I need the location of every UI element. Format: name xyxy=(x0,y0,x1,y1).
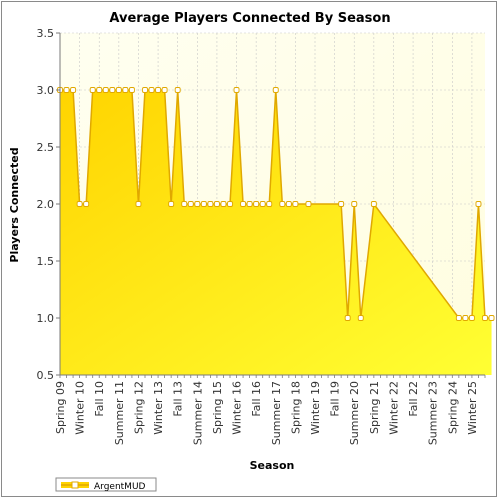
data-point xyxy=(70,87,77,93)
x-tick-label: Fall 13 xyxy=(172,381,185,417)
data-point xyxy=(135,201,142,207)
x-tick-label: Fall 16 xyxy=(250,381,263,417)
data-point xyxy=(76,201,83,207)
x-tick-label: Fall 22 xyxy=(407,381,420,417)
data-point xyxy=(292,201,299,207)
data-point xyxy=(233,87,240,93)
x-tick-label: Summer 17 xyxy=(270,381,283,445)
y-tick-label: 3.5 xyxy=(37,27,55,40)
x-tick-label: Summer 14 xyxy=(191,381,204,445)
data-point xyxy=(187,201,194,207)
data-point xyxy=(488,315,495,321)
x-tick-label: Spring 21 xyxy=(368,381,381,434)
data-point xyxy=(142,87,148,93)
x-tick-label: Spring 24 xyxy=(446,381,459,434)
data-point xyxy=(109,87,116,93)
x-axis-label: Season xyxy=(250,459,295,472)
data-point xyxy=(83,201,90,207)
series-markers xyxy=(57,87,495,321)
x-tick-label: Fall 10 xyxy=(93,381,106,417)
data-point xyxy=(200,201,207,207)
data-point xyxy=(227,201,233,207)
x-tick-label: Winter 10 xyxy=(74,381,87,435)
y-tick-label: 3.0 xyxy=(37,84,55,97)
data-point xyxy=(122,87,129,93)
data-point xyxy=(89,87,96,93)
data-point xyxy=(115,87,122,93)
data-point xyxy=(213,201,220,207)
x-tick-label: Winter 19 xyxy=(309,381,322,435)
x-tick-label: Spring 12 xyxy=(132,381,145,434)
data-point xyxy=(253,201,260,207)
data-point xyxy=(174,87,181,93)
x-tick-label: Summer 11 xyxy=(113,381,126,445)
data-point xyxy=(246,201,253,207)
data-point xyxy=(455,315,462,321)
data-point xyxy=(63,87,70,93)
y-tick-label: 1.0 xyxy=(37,312,55,325)
legend-marker xyxy=(71,481,79,489)
data-point xyxy=(468,315,475,321)
x-tick-label: Winter 25 xyxy=(466,381,479,435)
data-point xyxy=(370,201,377,207)
data-point xyxy=(272,87,279,93)
data-point xyxy=(161,87,168,93)
data-point xyxy=(128,87,135,93)
chart-title: Average Players Connected By Season xyxy=(109,11,390,26)
x-tick-label: Spring 18 xyxy=(289,381,302,434)
data-point xyxy=(181,201,188,207)
legend-label: ArgentMUD xyxy=(94,482,146,492)
x-tick-label: Fall 19 xyxy=(329,381,342,417)
data-point xyxy=(266,201,273,207)
data-point xyxy=(194,201,201,207)
data-point xyxy=(155,87,162,93)
y-tick-label: 1.5 xyxy=(37,255,55,268)
x-tick-label: Winter 22 xyxy=(387,381,400,435)
data-point xyxy=(102,87,109,93)
data-point xyxy=(207,201,214,207)
x-tick-label: Summer 23 xyxy=(427,381,440,445)
x-tick-label: Winter 13 xyxy=(152,381,165,435)
data-point xyxy=(279,201,286,207)
data-point xyxy=(338,201,345,207)
x-tick-label: Spring 15 xyxy=(211,381,224,434)
x-tick-label: Winter 16 xyxy=(231,381,244,435)
y-tick-label: 0.5 xyxy=(37,369,55,382)
y-tick-label: 2.0 xyxy=(37,198,55,211)
y-tick-label: 2.5 xyxy=(37,141,55,154)
x-tick-label: Summer 20 xyxy=(348,381,361,445)
data-point xyxy=(351,201,358,207)
data-point xyxy=(96,87,103,93)
y-axis-label: Players Connected xyxy=(8,147,21,262)
data-point xyxy=(305,201,312,207)
data-point xyxy=(482,315,488,321)
data-point xyxy=(220,201,227,207)
data-point xyxy=(148,87,155,93)
x-axis-ticks: Spring 09 Winter 10 Fall 10 Summer 11 Spring… xyxy=(54,375,486,445)
series-area xyxy=(60,90,492,375)
y-axis-ticks: 0.5 1.0 1.5 2.0 2.5 3.0 3.5 xyxy=(37,27,60,382)
data-point xyxy=(240,201,247,207)
data-point xyxy=(168,201,175,207)
data-point xyxy=(462,315,469,321)
x-tick-label: Spring 09 xyxy=(54,381,67,434)
data-point xyxy=(285,201,292,207)
data-point xyxy=(259,201,266,207)
data-point xyxy=(344,315,351,321)
data-point xyxy=(357,315,364,321)
data-point xyxy=(475,201,482,207)
legend: ArgentMUD xyxy=(55,477,157,492)
